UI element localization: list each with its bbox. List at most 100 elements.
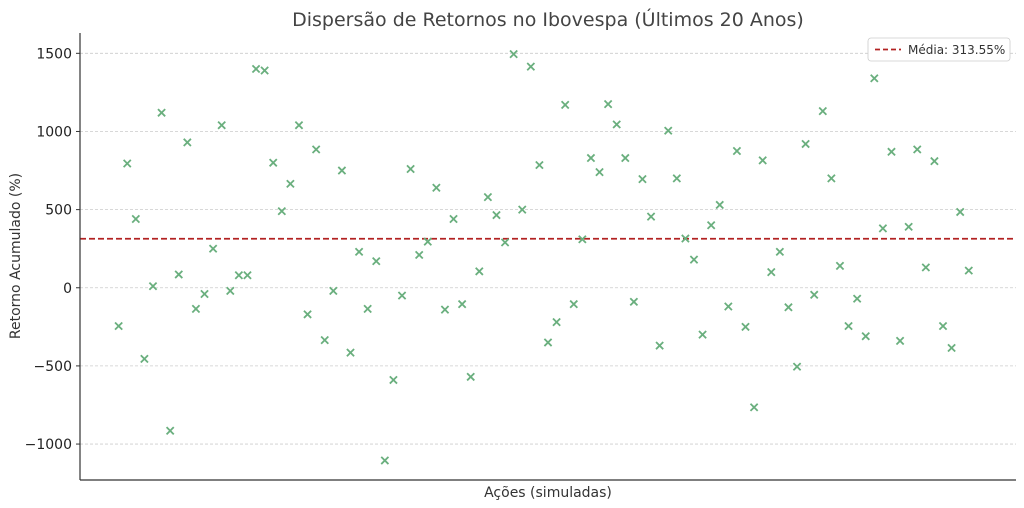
y-axis-label: Retorno Acumulado (%) [8, 173, 24, 339]
data-point [715, 200, 724, 210]
data-point [148, 281, 158, 291]
data-point [921, 263, 931, 272]
data-point [389, 375, 398, 385]
data-point [552, 317, 561, 327]
data-point [140, 354, 149, 364]
data-point [672, 174, 682, 183]
data-point [655, 341, 664, 350]
data-point [930, 156, 939, 166]
data-point [621, 153, 630, 163]
data-point [638, 174, 647, 184]
data-point [698, 330, 707, 339]
data-point [741, 322, 750, 332]
data-point [208, 244, 218, 253]
data-point [226, 286, 235, 296]
data-point [663, 126, 673, 135]
data-point [329, 286, 338, 296]
data-point [749, 403, 759, 412]
data-point [526, 62, 536, 71]
data-point [268, 158, 278, 167]
data-point [844, 321, 853, 331]
data-point [260, 66, 269, 75]
data-point [234, 271, 244, 280]
data-point [363, 304, 372, 314]
data-point [122, 159, 132, 168]
data-point [354, 247, 364, 257]
data-point [603, 99, 613, 109]
data-point [174, 270, 183, 279]
y-tick-label: 0 [63, 281, 72, 297]
data-point [870, 74, 879, 83]
data-point [904, 222, 913, 232]
data-point [380, 456, 390, 465]
y-tick-label: 1500 [36, 46, 72, 62]
data-point [938, 321, 948, 331]
data-point [251, 64, 261, 74]
data-point [294, 120, 304, 130]
data-point [449, 214, 458, 224]
data-point [801, 139, 810, 149]
data-point [286, 179, 295, 189]
data-point [732, 146, 742, 156]
data-point [131, 214, 141, 224]
y-tick-label: 500 [45, 203, 72, 219]
y-axis-ticks: 1500 1000 500 0 −500 −1000 [25, 46, 80, 453]
data-point [509, 49, 518, 59]
x-axis-label: Ações (simuladas) [484, 485, 612, 501]
data-point [809, 290, 819, 300]
y-tick-label: −1000 [25, 437, 72, 453]
data-point [775, 247, 785, 257]
data-point [492, 210, 501, 220]
data-point [114, 321, 123, 331]
data-point [878, 224, 888, 233]
data-point [157, 108, 166, 117]
data-point [165, 426, 175, 436]
data-point [311, 145, 321, 154]
data-point [406, 164, 415, 174]
data-point [578, 235, 587, 244]
data-point [320, 335, 329, 345]
data-point [706, 221, 716, 230]
data-point [432, 183, 441, 192]
data-point [217, 120, 226, 130]
data-point [414, 250, 424, 260]
data-point [397, 291, 407, 300]
legend-box [867, 37, 1011, 62]
data-point [440, 305, 450, 314]
data-point [947, 343, 956, 353]
data-point [818, 106, 828, 116]
data-point [183, 138, 192, 147]
data-point [861, 331, 870, 341]
data-point [466, 372, 475, 382]
data-point [827, 174, 836, 183]
data-point [887, 147, 896, 157]
data-point [586, 153, 596, 163]
grid-lines [80, 52, 1016, 445]
y-tick-label: −500 [34, 359, 72, 375]
data-point [500, 238, 510, 247]
data-point [191, 304, 201, 314]
data-point [560, 100, 570, 110]
data-point [277, 206, 287, 216]
data-point [646, 212, 656, 221]
legend: Média: 313.55% [867, 37, 1011, 62]
data-point [835, 261, 845, 271]
data-point [518, 205, 527, 214]
data-point [337, 166, 347, 175]
data-point [629, 297, 639, 307]
data-point [346, 348, 355, 357]
y-tick-label: 1000 [36, 124, 72, 140]
data-point [200, 289, 209, 299]
data-point [483, 192, 493, 202]
data-point [724, 302, 733, 311]
data-point [303, 310, 312, 319]
data-point [767, 267, 776, 277]
data-points [114, 49, 974, 465]
data-point [475, 267, 484, 276]
data-point [895, 336, 905, 346]
data-point [955, 207, 965, 217]
data-point [535, 160, 544, 170]
data-point [243, 271, 252, 280]
data-point [595, 167, 604, 177]
